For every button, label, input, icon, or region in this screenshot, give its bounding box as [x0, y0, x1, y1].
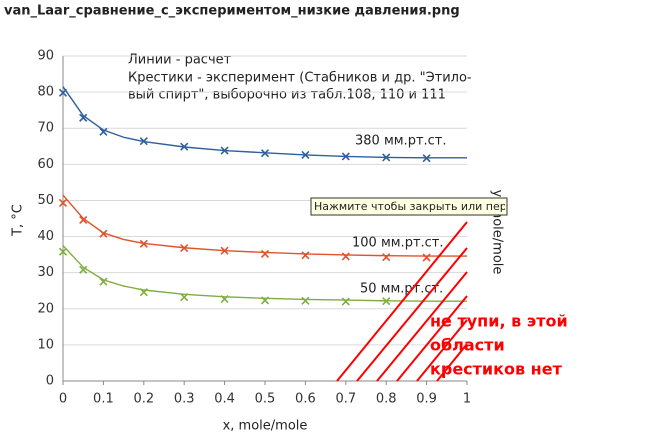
experiment-cross: [220, 246, 229, 255]
experiment-cross: [301, 296, 310, 305]
x-tick-label: 0: [59, 392, 67, 407]
experiment-cross: [220, 294, 229, 304]
note: вый спирт", выборочно из табл.108, 110 и…: [128, 88, 446, 103]
experiment-cross: [139, 288, 148, 297]
y-tick-label: 90: [37, 49, 54, 64]
y-tick-label: 10: [37, 337, 54, 352]
experiment-cross: [260, 149, 270, 158]
tooltip[interactable]: Нажмите чтобы закрыть или перета: [310, 197, 527, 216]
experiment-cross: [422, 253, 431, 262]
tooltip-clip: Нажмите чтобы закрыть или перета: [314, 200, 527, 213]
y-tick-label: 30: [37, 265, 54, 280]
y-tick-label: 70: [37, 121, 54, 136]
y-tick-label: 40: [37, 229, 54, 244]
experiment-cross: [422, 154, 431, 163]
x-tick-label: 0.3: [174, 392, 195, 407]
note: Линии - расчет: [128, 53, 232, 68]
series-label: 380 мм.рт.ст.: [355, 134, 447, 149]
experiment-cross: [58, 198, 68, 208]
y-axis-label: T, °C: [11, 204, 26, 237]
experiment-cross: [99, 229, 108, 238]
experiment-cross: [79, 265, 88, 274]
y-tick-label: 0: [46, 374, 54, 389]
overlay-note: крестиков нет: [430, 360, 563, 379]
experiment-cross: [58, 247, 68, 256]
x-tick-label: 0.8: [376, 392, 397, 407]
tooltip-box[interactable]: [310, 197, 508, 216]
experiment-cross: [341, 152, 350, 161]
hatching: [336, 221, 468, 382]
experiment-cross: [79, 113, 88, 122]
file-name: van_Laar_сравнение_с_экспериментом_низки…: [4, 4, 460, 19]
x-tick-label: 0.5: [255, 392, 276, 407]
experiment-cross: [382, 297, 391, 306]
experiment-cross: [180, 142, 189, 151]
overlay-note: не тупи, в этой: [430, 312, 568, 331]
experiment-cross: [139, 239, 148, 248]
experiment-cross: [99, 127, 108, 136]
series-label: 100 мм.рт.ст.: [352, 236, 444, 251]
experiment-cross: [382, 153, 391, 162]
tooltip-text[interactable]: Нажмите чтобы закрыть или перета: [314, 200, 527, 213]
experiment-cross: [58, 88, 68, 97]
y-tick-label: 80: [37, 85, 54, 100]
experiment-cross: [382, 253, 391, 262]
experiment-cross: [260, 296, 270, 305]
experiment-cross: [301, 150, 310, 160]
experiment-cross: [139, 137, 148, 146]
plot: 0 10 20 30 40 50 60 70 80 90 0 0.1 0.2 0.3 0.4 0.5 0.6 0.…: [37, 49, 471, 407]
x-tick-label: 0.1: [93, 392, 114, 407]
experiment-cross: [260, 249, 270, 258]
overlay-note: области: [430, 336, 505, 355]
experiment-cross: [341, 297, 350, 306]
x-tick-label: 0.9: [416, 392, 437, 407]
note: Крестики - эксперимент (Стабников и др. …: [128, 71, 472, 86]
x-tick-label: 0.2: [133, 392, 154, 407]
experiment-cross: [180, 244, 189, 253]
x-tick-label: 0.7: [335, 392, 356, 407]
experiment-cross: [341, 252, 350, 261]
x-tick-label: 0.4: [214, 392, 235, 407]
experiment-cross: [99, 277, 108, 286]
x-tick-label: 0.6: [295, 392, 316, 407]
y-tick-label: 60: [37, 157, 54, 172]
y-tick-label: 50: [37, 193, 54, 208]
experiment-cross: [180, 293, 189, 302]
experiment-cross: [220, 146, 229, 155]
series-label: 50 мм.рт.ст.: [360, 282, 443, 297]
x-tick-label: 1: [463, 392, 471, 407]
experiment-cross: [79, 215, 88, 225]
experiment-cross: [301, 251, 310, 260]
x-axis-label: x, mole/mole: [223, 419, 308, 434]
y-tick-label: 20: [37, 301, 54, 316]
